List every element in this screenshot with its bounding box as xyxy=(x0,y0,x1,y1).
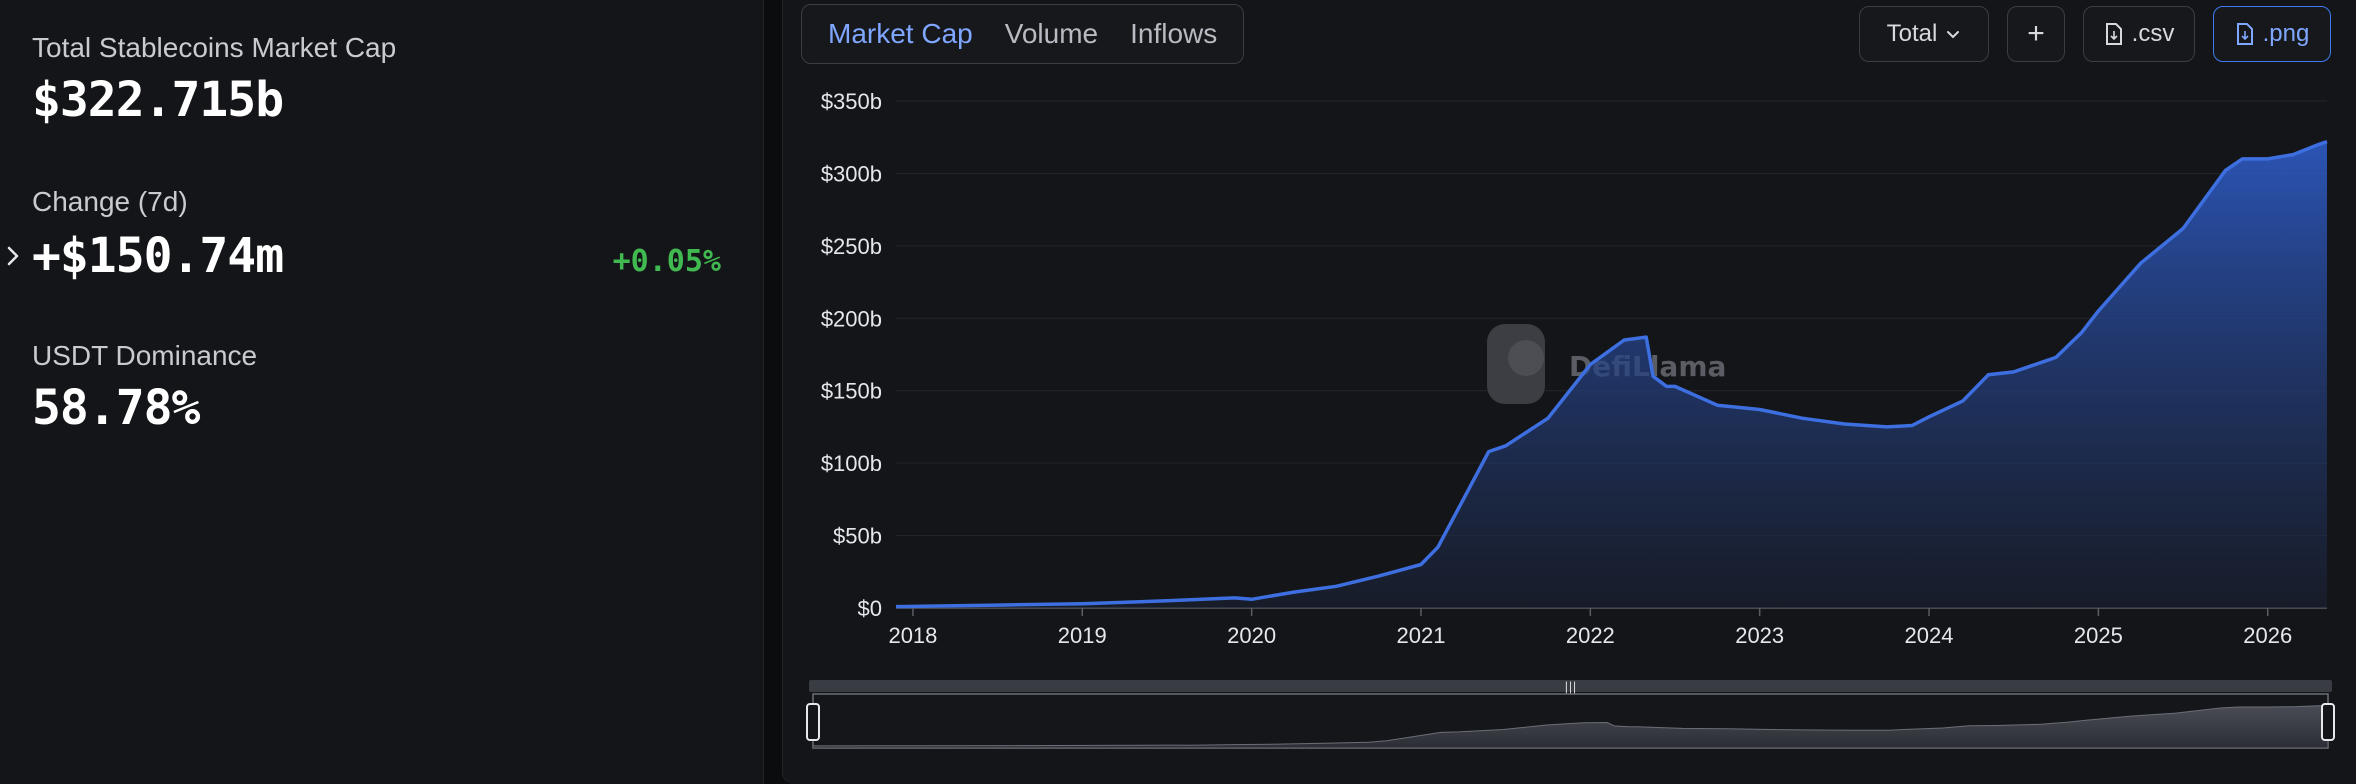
navigator-grip-icon[interactable]: ||| xyxy=(1564,680,1576,694)
change-value: +$150.74m xyxy=(32,228,284,284)
file-icon xyxy=(2105,23,2122,45)
y-tick-label: $200b xyxy=(821,306,882,331)
x-tick-label: 2019 xyxy=(1058,623,1107,648)
dominance-value: 58.78% xyxy=(32,380,200,436)
market-cap-chart: DefiLlama $0$50b$100b$150b$200b$250b$300… xyxy=(806,89,2335,749)
png-label: .png xyxy=(2262,20,2310,47)
summary-panel: Total Stablecoins Market Cap $322.715b C… xyxy=(0,0,764,784)
plus-icon: + xyxy=(2027,17,2045,50)
total-mcap-value: $322.715b xyxy=(32,72,284,128)
y-tick-label: $300b xyxy=(821,161,882,186)
y-tick-label: $350b xyxy=(821,89,882,114)
y-tick-label: $0 xyxy=(858,596,882,621)
tab-inflows[interactable]: Inflows xyxy=(1130,18,1218,49)
y-tick-label: $100b xyxy=(821,451,882,476)
total-select-value: Total xyxy=(1886,20,1938,47)
navigator-right-handle[interactable] xyxy=(2321,703,2335,741)
y-tick-label: $250b xyxy=(821,234,882,259)
chart-panel: Market Cap Volume Inflows Total + .csv .… xyxy=(782,0,2356,784)
tab-market-cap[interactable]: Market Cap xyxy=(828,18,973,49)
x-tick-label: 2021 xyxy=(1397,623,1446,648)
x-tick-label: 2022 xyxy=(1566,623,1615,648)
market-cap-area xyxy=(896,141,2327,608)
x-tick-label: 2025 xyxy=(2074,623,2123,648)
market-cap-line xyxy=(895,139,2328,609)
navigator-left-handle[interactable] xyxy=(806,703,820,741)
add-button[interactable]: + xyxy=(2007,6,2065,62)
change-label: Change (7d) xyxy=(32,186,188,217)
png-download-button[interactable]: .png xyxy=(2213,6,2331,62)
x-tick-label: 2024 xyxy=(1905,623,1954,648)
chevron-right-icon[interactable] xyxy=(4,244,24,268)
y-tick-label: $50b xyxy=(833,524,882,549)
dominance-label: USDT Dominance xyxy=(32,340,258,371)
x-tick-label: 2020 xyxy=(1227,623,1276,648)
navigator-scrollbar[interactable] xyxy=(809,680,2332,692)
x-tick-label: 2023 xyxy=(1735,623,1784,648)
csv-label: .csv xyxy=(2131,20,2175,47)
y-tick-label: $150b xyxy=(821,379,882,404)
chart-tabs: Market Cap Volume Inflows xyxy=(801,4,1245,64)
total-mcap-label: Total Stablecoins Market Cap xyxy=(32,32,397,63)
navigator-series xyxy=(812,704,2329,749)
range-navigator[interactable]: ||| xyxy=(806,680,2335,749)
chevron-down-icon xyxy=(1947,31,1960,39)
csv-download-button[interactable]: .csv xyxy=(2083,6,2195,62)
x-tick-label: 2026 xyxy=(2243,623,2292,648)
tab-volume[interactable]: Volume xyxy=(1004,18,1099,49)
change-percent: +0.05% xyxy=(612,244,721,279)
file-icon xyxy=(2236,23,2253,45)
total-select[interactable]: Total xyxy=(1859,6,1989,62)
x-tick-label: 2018 xyxy=(888,623,937,648)
